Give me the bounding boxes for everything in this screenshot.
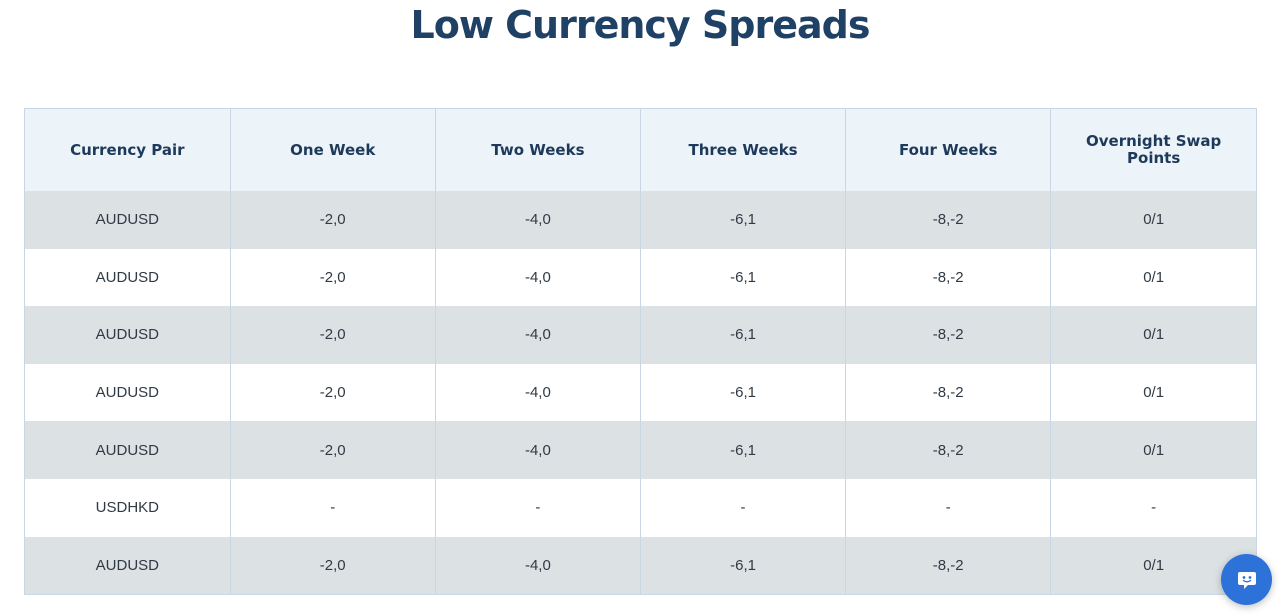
cell-four-weeks: -8,-2 xyxy=(845,306,1052,364)
cell-one-week: -2,0 xyxy=(230,191,436,249)
cell-currency-pair: AUDUSD xyxy=(25,248,231,307)
cell-three-weeks: -6,1 xyxy=(640,191,847,249)
column-header-four-weeks: Four Weeks xyxy=(845,109,1052,191)
table-row: AUDUSD -2,0 -4,0 -6,1 -8,-2 0/1 xyxy=(25,363,1256,422)
cell-four-weeks: -8,-2 xyxy=(845,421,1052,479)
cell-four-weeks: -8,-2 xyxy=(845,536,1052,595)
cell-two-weeks: -4,0 xyxy=(435,191,641,249)
column-header-overnight-swap-points: Overnight Swap Points xyxy=(1086,132,1222,167)
cell-three-weeks: -6,1 xyxy=(640,306,847,364)
cell-three-weeks: - xyxy=(640,478,847,537)
cell-two-weeks: - xyxy=(435,478,641,537)
column-header-one-week: One Week xyxy=(230,109,436,191)
cell-two-weeks: -4,0 xyxy=(435,421,641,479)
cell-two-weeks: -4,0 xyxy=(435,306,641,364)
cell-three-weeks: -6,1 xyxy=(640,363,847,422)
cell-four-weeks: - xyxy=(845,478,1052,537)
cell-overnight-swap-points: - xyxy=(1151,499,1157,517)
cell-three-weeks: -6,1 xyxy=(640,248,847,307)
table-row: AUDUSD -2,0 -4,0 -6,1 -8,-2 0/1 xyxy=(25,536,1256,595)
chat-button[interactable] xyxy=(1221,554,1272,605)
cell-two-weeks: -4,0 xyxy=(435,363,641,422)
cell-one-week: -2,0 xyxy=(230,248,436,307)
page-title: Low Currency Spreads xyxy=(410,3,871,47)
cell-overnight-swap-points: 0/1 xyxy=(1143,326,1165,344)
cell-two-weeks: -4,0 xyxy=(435,536,641,595)
cell-currency-pair: AUDUSD xyxy=(25,191,231,249)
cell-overnight-swap-points: 0/1 xyxy=(1143,441,1165,459)
cell-one-week: -2,0 xyxy=(230,421,436,479)
table-row: AUDUSD -2,0 -4,0 -6,1 -8,-2 0/1 xyxy=(25,421,1256,479)
column-header-two-weeks: Two Weeks xyxy=(435,109,641,191)
column-header-currency-pair: Currency Pair xyxy=(25,109,231,191)
cell-overnight-swap-points: 0/1 xyxy=(1143,268,1165,286)
cell-currency-pair: AUDUSD xyxy=(25,306,231,364)
table-row: USDHKD - - - - - xyxy=(25,478,1256,537)
table-row: AUDUSD -2,0 -4,0 -6,1 -8,-2 0/1 xyxy=(25,248,1256,307)
cell-three-weeks: -6,1 xyxy=(640,536,847,595)
table-header-row: Currency Pair One Week Two Weeks Three W… xyxy=(25,109,1256,191)
cell-one-week: -2,0 xyxy=(230,363,436,422)
cell-currency-pair: AUDUSD xyxy=(25,421,231,479)
cell-one-week: - xyxy=(230,478,436,537)
cell-four-weeks: -8,-2 xyxy=(845,363,1052,422)
cell-one-week: -2,0 xyxy=(230,306,436,364)
cell-four-weeks: -8,-2 xyxy=(845,248,1052,307)
cell-two-weeks: -4,0 xyxy=(435,248,641,307)
spreads-table-container: Currency Pair One Week Two Weeks Three W… xyxy=(24,108,1257,596)
spreads-table: Currency Pair One Week Two Weeks Three W… xyxy=(25,109,1256,595)
table-body: AUDUSD -2,0 -4,0 -6,1 -8,-2 0/1 AUDUSD -2,0 -4,0… xyxy=(25,191,1256,595)
cell-currency-pair: AUDUSD xyxy=(25,363,231,422)
cell-one-week: -2,0 xyxy=(230,536,436,595)
table-row: AUDUSD -2,0 -4,0 -6,1 -8,-2 0/1 xyxy=(25,191,1256,249)
cell-three-weeks: -6,1 xyxy=(640,421,847,479)
cell-overnight-swap-points: 0/1 xyxy=(1143,384,1165,402)
cell-overnight-swap-points: 0/1 xyxy=(1143,556,1165,574)
cell-currency-pair: USDHKD xyxy=(25,478,231,537)
cell-four-weeks: -8,-2 xyxy=(845,191,1052,249)
table-row: AUDUSD -2,0 -4,0 -6,1 -8,-2 0/1 xyxy=(25,306,1256,364)
cell-overnight-swap-points: 0/1 xyxy=(1143,211,1165,229)
column-header-three-weeks: Three Weeks xyxy=(640,109,847,191)
cell-currency-pair: AUDUSD xyxy=(25,536,231,595)
chat-bot-icon xyxy=(1237,571,1256,589)
